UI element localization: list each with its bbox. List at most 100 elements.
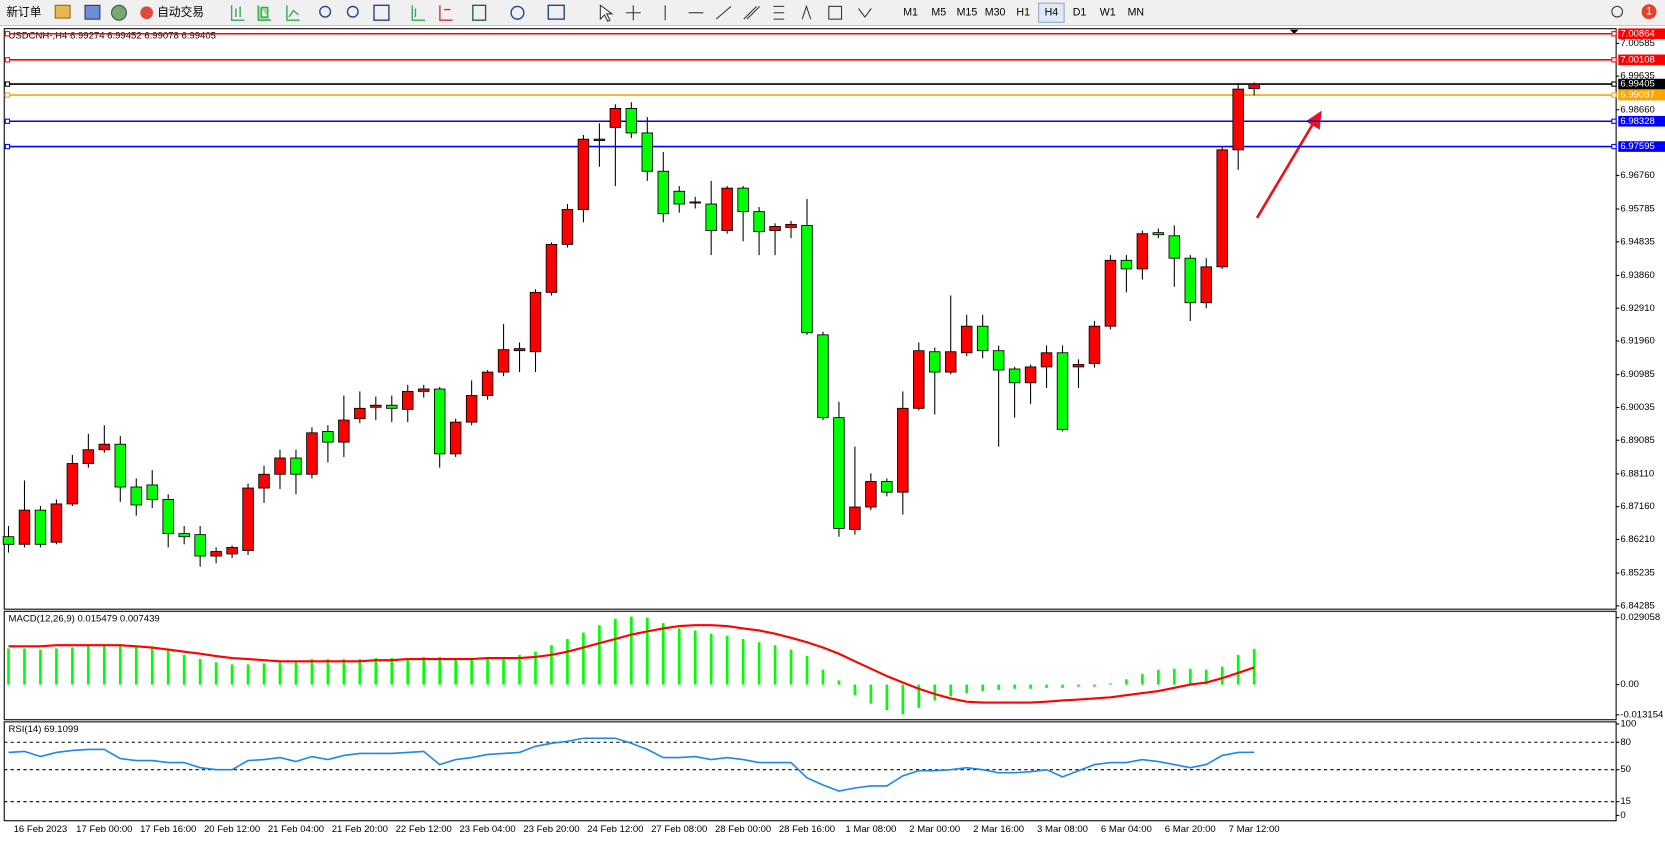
auto-trading-label[interactable]: 自动交易: [157, 5, 204, 19]
icon[interactable]: [715, 5, 732, 20]
x-tick-label: 6 Mar 20:00: [1165, 824, 1216, 835]
candle-body: [1024, 366, 1037, 384]
candle-body: [130, 486, 142, 506]
arrow-shaft: [1255, 122, 1315, 219]
candle-body: [370, 404, 382, 408]
timeframe-bar: M1 M5 M15 M30 H1 H4 D1 W1 MN: [903, 2, 1144, 23]
icon[interactable]: [346, 5, 359, 18]
notification-badge[interactable]: [1641, 4, 1657, 20]
icon[interactable]: [411, 5, 426, 21]
x-tick-label: 6 Mar 04:00: [1101, 824, 1152, 835]
y-tick-label: 50: [1620, 764, 1631, 775]
icon[interactable]: [230, 5, 245, 21]
candle-body: [18, 509, 31, 545]
icon[interactable]: [828, 5, 843, 20]
rsi-panel: [3, 721, 1617, 822]
new-order-label[interactable]: 新订单: [6, 5, 41, 19]
icon[interactable]: [547, 4, 565, 20]
x-tick-label: 23 Feb 20:00: [523, 824, 579, 835]
rsi-title: RSI(14) 69.1099: [9, 724, 79, 735]
candle-body: [976, 325, 989, 352]
annotation-arrow: [1255, 110, 1322, 219]
icon[interactable]: [801, 4, 812, 20]
icon[interactable]: [773, 5, 785, 20]
candle-body: [386, 404, 398, 409]
y-tick-label: 6.85235: [1620, 568, 1655, 579]
candle-body: [1136, 233, 1149, 270]
icon[interactable]: [743, 6, 761, 20]
level-tag: [1618, 141, 1665, 152]
level-handle: [1611, 118, 1617, 124]
candle-body: [817, 334, 829, 419]
icon[interactable]: [439, 5, 453, 21]
icon[interactable]: [84, 4, 101, 20]
y-tick-label: 6.90035: [1620, 402, 1655, 413]
icon[interactable]: [111, 4, 127, 21]
candle-body: [322, 431, 334, 443]
candle-body: [593, 138, 606, 141]
icon[interactable]: [373, 4, 390, 21]
icon[interactable]: [319, 5, 332, 18]
candle-body: [992, 350, 1005, 371]
search-icon[interactable]: [1611, 5, 1624, 18]
y-tick-label: 0.029058: [1620, 612, 1660, 623]
y-tick-label: 80: [1620, 737, 1631, 748]
candle-body: [290, 457, 302, 475]
icon[interactable]: [599, 4, 614, 22]
rsi-line: [8, 737, 1255, 792]
y-tick-label: 0: [1620, 810, 1625, 821]
icon[interactable]: [286, 5, 300, 21]
notification-count[interactable]: 1: [1646, 6, 1652, 18]
signal-line: [8, 624, 1255, 704]
candle-body: [1232, 88, 1244, 151]
timeframe-button[interactable]: MN: [1128, 7, 1144, 19]
icon[interactable]: [472, 4, 487, 21]
y-tick-label: 6.92910: [1620, 303, 1655, 314]
candle-body: [338, 419, 350, 443]
auto-trading-button[interactable]: 自动交易: [140, 5, 204, 20]
candle-body: [609, 107, 622, 128]
macd-panel: [3, 610, 1617, 721]
candle-body: [1088, 325, 1101, 364]
icon[interactable]: [510, 5, 525, 20]
candle-body: [354, 407, 366, 420]
x-tick-label: 21 Feb 04:00: [268, 824, 324, 835]
level-handle: [4, 31, 11, 37]
x-tick-label: 28 Feb 16:00: [779, 824, 835, 835]
icon[interactable]: [858, 8, 872, 18]
y-tick-label: 6.89085: [1620, 435, 1655, 446]
level-handle: [4, 92, 11, 98]
level-tag-label: 7.00864: [1620, 28, 1655, 39]
level-handle: [1611, 143, 1617, 150]
y-tick-label: 6.87160: [1620, 501, 1655, 512]
timeframe-button[interactable]: H1: [1016, 7, 1030, 19]
level-tag-label: 7.00108: [1620, 54, 1655, 65]
new-order-button[interactable]: 新订单: [6, 5, 41, 19]
candle-body: [50, 503, 63, 543]
timeframe-button[interactable]: H4: [1045, 7, 1059, 19]
candle-body: [625, 107, 638, 134]
icon[interactable]: [54, 4, 71, 19]
candle-body: [881, 481, 893, 493]
timeframe-button[interactable]: M30: [985, 7, 1006, 19]
timeframe-button[interactable]: D1: [1073, 7, 1087, 19]
icon[interactable]: [625, 5, 641, 21]
candle-body: [178, 533, 190, 538]
x-tick-label: 2 Mar 00:00: [909, 824, 960, 835]
level-tag-label: 6.97595: [1620, 141, 1655, 152]
x-tick-label: 24 Feb 12:00: [587, 824, 643, 835]
x-tick-label: 27 Feb 08:00: [651, 824, 707, 835]
timeframe-button[interactable]: W1: [1100, 7, 1116, 19]
timeframe-button[interactable]: M5: [931, 7, 946, 19]
candle-body: [545, 243, 558, 293]
candle-body: [242, 487, 254, 551]
timeframe-button[interactable]: M15: [957, 7, 978, 19]
candle-body: [721, 187, 733, 232]
level-tag: [1618, 54, 1665, 66]
timeframe-button[interactable]: M1: [903, 7, 918, 19]
x-tick-label: 20 Feb 12:00: [204, 824, 260, 835]
candle-body: [1104, 259, 1117, 327]
icon[interactable]: [140, 6, 154, 20]
